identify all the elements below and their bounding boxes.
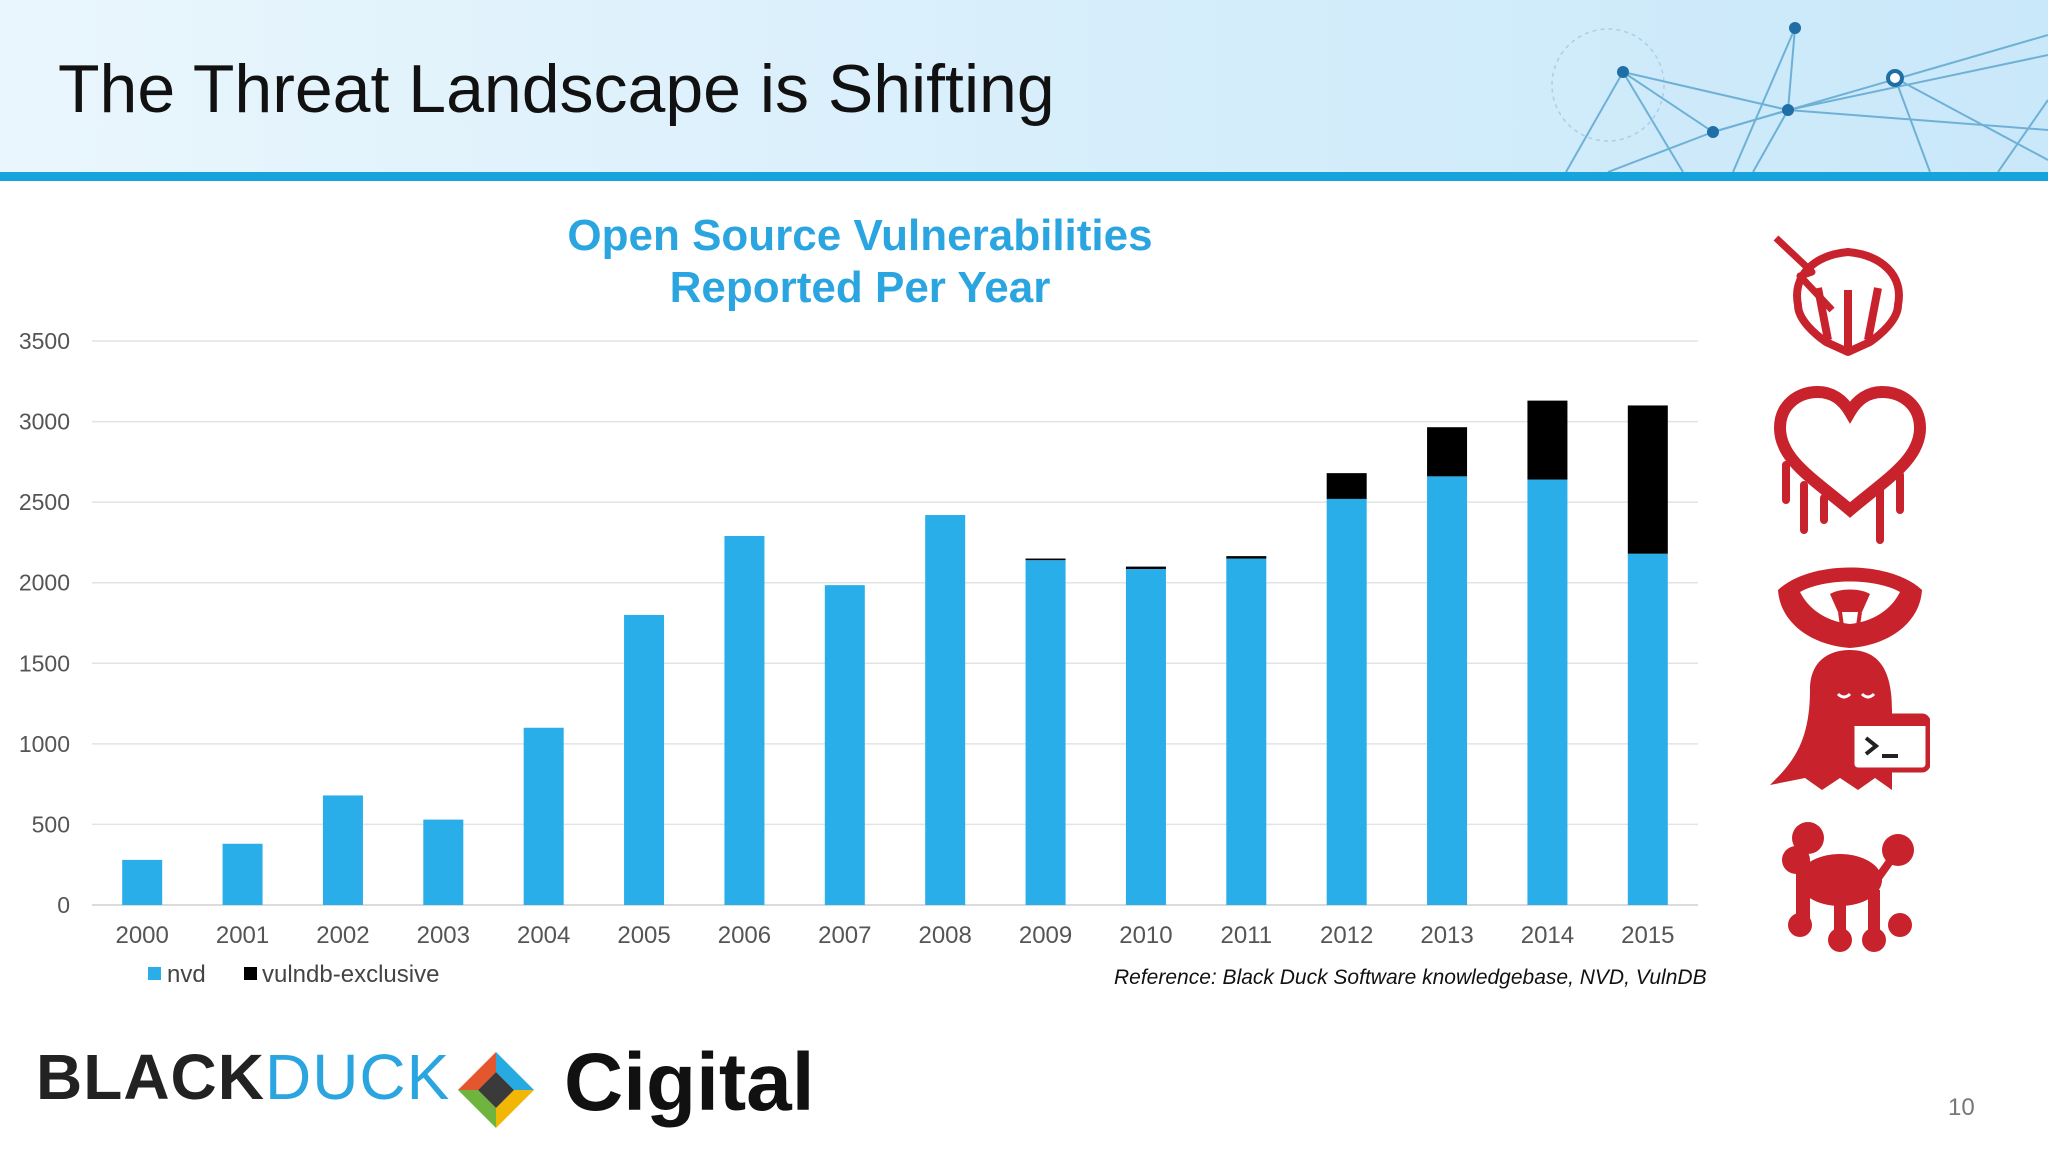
legend: nvd vulndb-exclusive: [148, 961, 439, 988]
bar-vulndb-exclusive-2010: [1125, 566, 1166, 570]
x-tick-label: 2002: [316, 922, 369, 949]
venom-icon: [1778, 567, 1922, 648]
x-tick-label: 2000: [115, 922, 168, 949]
bar-nvd-2001: [222, 843, 263, 905]
x-tick-label: 2003: [417, 922, 470, 949]
y-axis-ticks: 0 500 1000 1500 2000 2500 3000 3500: [19, 328, 70, 918]
bar-chart: Open Source Vulnerabilities Reported Per…: [19, 211, 1698, 988]
x-tick-label: 2001: [216, 922, 269, 949]
y-tick-label: 2500: [19, 489, 70, 515]
bar-vulndb-exclusive-2009: [1025, 558, 1066, 561]
y-tick-label: 500: [32, 811, 70, 837]
ghost-icon: [1770, 650, 1930, 790]
bar-vulndb-exclusive-2013: [1427, 427, 1468, 477]
x-tick-label: 2008: [918, 922, 971, 949]
bar-nvd-2011: [1226, 558, 1267, 905]
bar-nvd-2012: [1326, 498, 1367, 905]
poodle-icon: [1782, 822, 1914, 952]
chart-title-line2: Reported Per Year: [670, 263, 1051, 312]
y-tick-label: 3500: [19, 328, 70, 354]
y-tick-label: 2000: [19, 570, 70, 596]
bar-nvd-2006: [724, 535, 765, 905]
reference-note: Reference: Black Duck Software knowledge…: [1114, 966, 1707, 989]
bar-nvd-2015: [1627, 553, 1668, 905]
partner-logos: BLACKDUCK Cigital: [36, 1037, 815, 1130]
x-tick-label: 2015: [1621, 922, 1674, 949]
slide-title: The Threat Landscape is Shifting: [58, 51, 1055, 127]
x-tick-label: 2006: [718, 922, 771, 949]
cigital-mark-icon: [458, 1052, 534, 1128]
bar-nvd-2013: [1427, 476, 1468, 905]
legend-label-vulndb: vulndb-exclusive: [262, 961, 439, 988]
legend-swatch-nvd: [148, 967, 161, 980]
bar-nvd-2008: [925, 515, 966, 905]
shellshock-icon: [1773, 235, 1903, 356]
legend-swatch-vulndb: [244, 967, 257, 980]
bars: [122, 400, 1668, 905]
bar-nvd-2005: [624, 614, 665, 905]
bar-nvd-2002: [322, 795, 363, 905]
bar-vulndb-exclusive-2012: [1326, 473, 1367, 499]
x-tick-label: 2009: [1019, 922, 1072, 949]
y-tick-label: 0: [57, 892, 70, 918]
legend-label-nvd: nvd: [167, 961, 206, 988]
x-tick-label: 2011: [1221, 922, 1273, 949]
blackduck-logo: BLACKDUCK: [36, 1041, 451, 1113]
bar-nvd-2004: [523, 727, 564, 905]
vulnerability-icons: [1770, 235, 1930, 952]
cigital-logo: Cigital: [564, 1037, 815, 1128]
x-tick-label: 2013: [1420, 922, 1473, 949]
bar-nvd-2010: [1125, 569, 1166, 905]
bar-nvd-2009: [1025, 560, 1066, 905]
bar-nvd-2000: [122, 859, 163, 905]
y-tick-label: 1500: [19, 650, 70, 676]
page-number: 10: [1948, 1094, 1975, 1121]
x-tick-label: 2014: [1521, 922, 1574, 949]
chart-title-line1: Open Source Vulnerabilities: [567, 211, 1152, 260]
x-axis-ticks: 2000 2001 2002 2003 2004 2005 2006 2007 2008 2009…: [115, 922, 1674, 949]
heartbleed-icon: [1773, 385, 1927, 544]
x-tick-label: 2012: [1320, 922, 1373, 949]
bar-vulndb-exclusive-2014: [1527, 400, 1568, 480]
header-band: The Threat Landscape is Shifting: [0, 0, 2048, 172]
y-tick-label: 1000: [19, 731, 70, 757]
network-decoration: [1551, 22, 2048, 172]
x-tick-label: 2010: [1119, 922, 1172, 949]
bar-vulndb-exclusive-2015: [1627, 405, 1668, 554]
x-tick-label: 2007: [818, 922, 871, 949]
bar-vulndb-exclusive-2011: [1226, 556, 1267, 559]
x-tick-label: 2005: [617, 922, 670, 949]
y-tick-label: 3000: [19, 409, 70, 435]
x-tick-label: 2004: [517, 922, 570, 949]
bar-nvd-2007: [824, 585, 865, 905]
header-rule: [0, 172, 2048, 181]
bar-nvd-2014: [1527, 479, 1568, 905]
bar-nvd-2003: [423, 819, 464, 905]
